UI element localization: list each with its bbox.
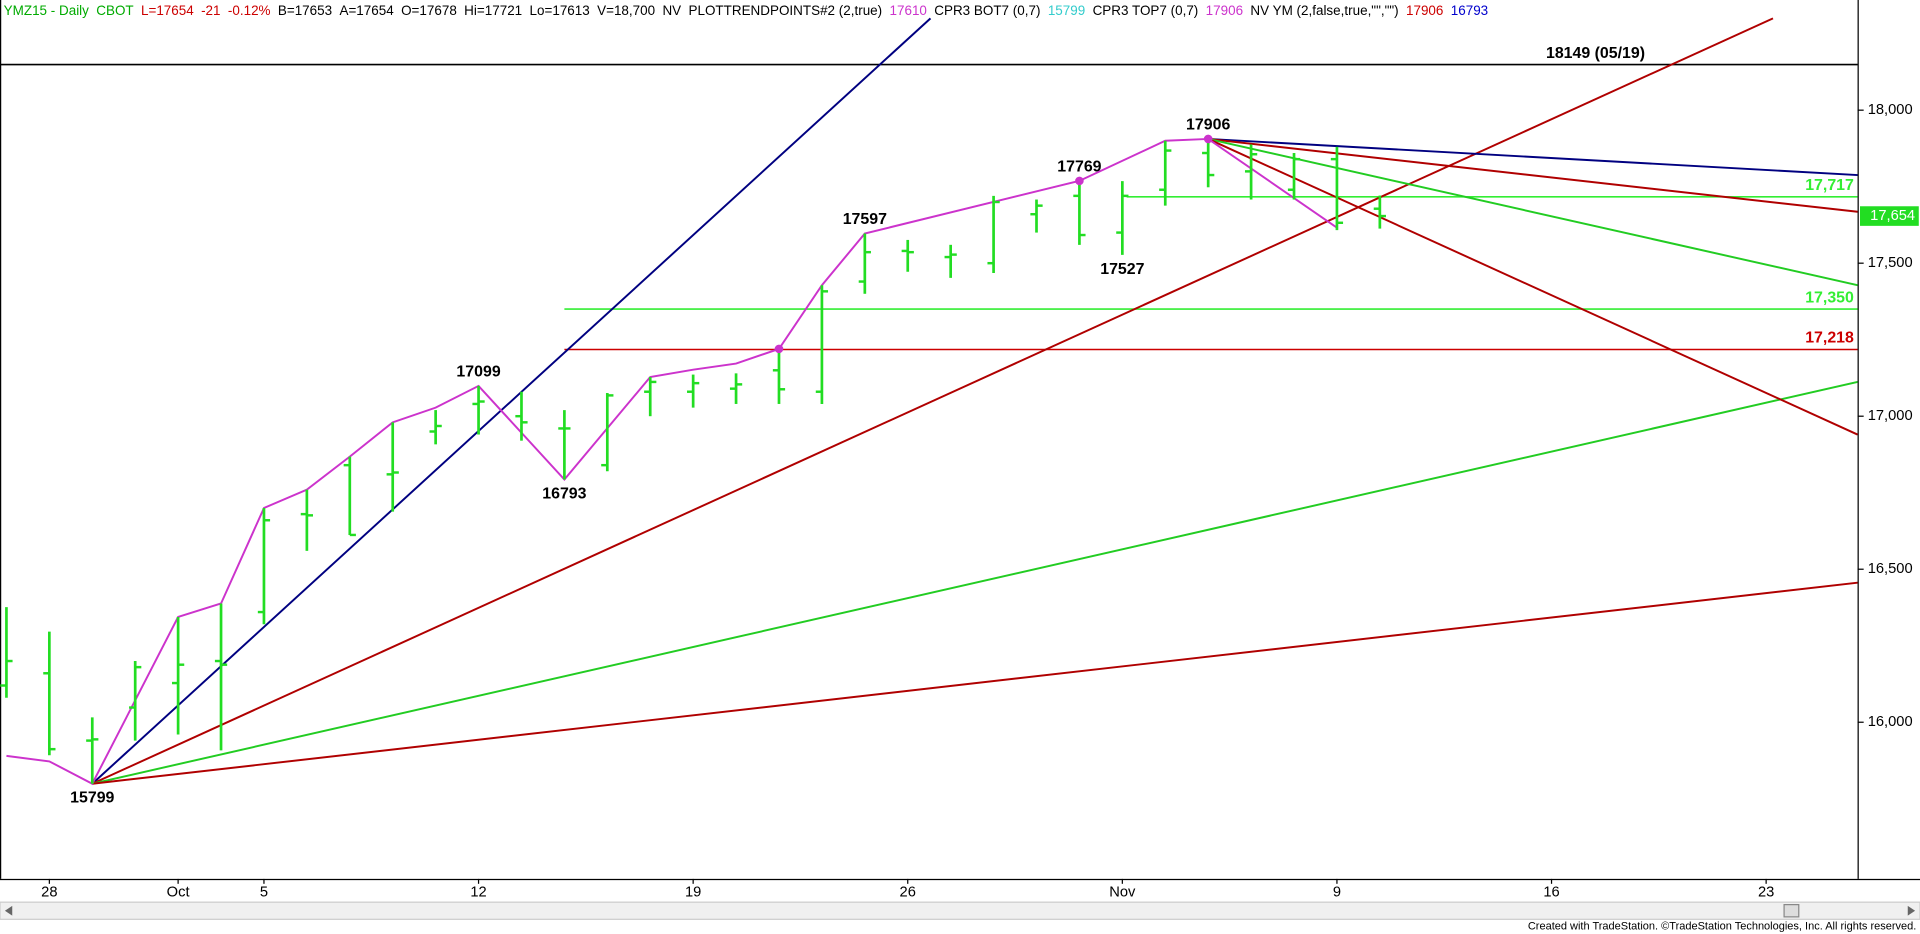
scroll-thumb[interactable]	[1783, 904, 1800, 918]
trendline	[1208, 137, 1858, 177]
x-tick-label: 16	[1543, 884, 1559, 900]
header-item: NV YM (2,false,true,"","")	[1250, 3, 1398, 18]
trendline	[1207, 138, 1858, 436]
y-tick-label: 18,000	[1868, 102, 1913, 118]
x-tick-label: 12	[470, 884, 486, 900]
y-tick-label: 17,000	[1868, 408, 1913, 424]
header-item: V=18,700	[597, 3, 655, 18]
x-tick-label: Oct	[167, 884, 190, 900]
trendline	[92, 380, 1858, 785]
x-tick-label: 19	[685, 884, 701, 900]
header-item: 16793	[1451, 3, 1488, 18]
trendline	[92, 581, 1858, 785]
header-item: CBOT	[96, 3, 133, 18]
header-item: NV	[662, 3, 681, 18]
level-label: 17,350	[1805, 289, 1854, 306]
header-item: 17610	[890, 3, 927, 18]
header: YMZ15 - Daily CBOT L=17654 -21 -0.12% B=17653…	[4, 3, 1489, 18]
last-price-label: 17,654	[1870, 208, 1915, 224]
level-label: 18149 (05/19)	[1546, 45, 1645, 62]
header-item: CPR3 BOT7 (0,7)	[934, 3, 1040, 18]
pivot-label: 17597	[843, 211, 887, 228]
header-item: YMZ15 - Daily	[4, 3, 90, 18]
scrollbar[interactable]	[0, 901, 1920, 920]
trendline	[91, 17, 1774, 785]
x-tick-label: 5	[260, 884, 268, 900]
pivot-label: 15799	[70, 790, 114, 807]
x-tick-label: 26	[900, 884, 916, 900]
x-tick-label: 23	[1758, 884, 1774, 900]
header-item: O=17678	[401, 3, 457, 18]
pivot-label: 17769	[1057, 159, 1101, 176]
header-item: B=17653	[278, 3, 332, 18]
header-item: PLOTTRENDPOINTS#2 (2,true)	[689, 3, 883, 18]
trendline	[1207, 137, 1858, 287]
header-item: -0.12%	[228, 3, 271, 18]
y-tick-label: 16,500	[1868, 561, 1913, 577]
pivot-marker	[1075, 176, 1084, 186]
trendline	[1208, 137, 1858, 213]
x-tick-label: 9	[1333, 884, 1341, 900]
header-item: 17906	[1406, 3, 1443, 18]
scroll-right[interactable]	[1907, 905, 1916, 916]
pivot-label: 16793	[542, 485, 586, 502]
footer: Created with TradeStation. ©TradeStation…	[1528, 921, 1916, 933]
y-tick-label: 17,500	[1868, 255, 1913, 271]
x-tick-label: 28	[41, 884, 57, 900]
pivot-label: 17527	[1100, 261, 1144, 278]
x-tick-label: Nov	[1109, 884, 1136, 900]
header-item: Lo=17613	[530, 3, 590, 18]
pivot-label: 17099	[456, 364, 500, 381]
pivot-marker	[774, 344, 784, 354]
header-item: Hi=17721	[464, 3, 522, 18]
trendline	[91, 17, 932, 785]
header-item: L=17654	[141, 3, 194, 18]
pivot-label: 17906	[1186, 117, 1230, 134]
y-tick-label: 16,000	[1868, 714, 1913, 730]
header-item: A=17654	[339, 3, 394, 18]
header-item: 17906	[1206, 3, 1243, 18]
level-label: 17,717	[1805, 177, 1854, 194]
header-item: -21	[201, 3, 220, 18]
header-item: CPR3 TOP7 (0,7)	[1093, 3, 1199, 18]
level-label: 17,218	[1805, 330, 1854, 347]
scroll-left[interactable]	[4, 905, 13, 916]
pivot-marker	[1203, 134, 1213, 144]
header-item: 15799	[1048, 3, 1085, 18]
last-price-box	[1860, 206, 1919, 226]
